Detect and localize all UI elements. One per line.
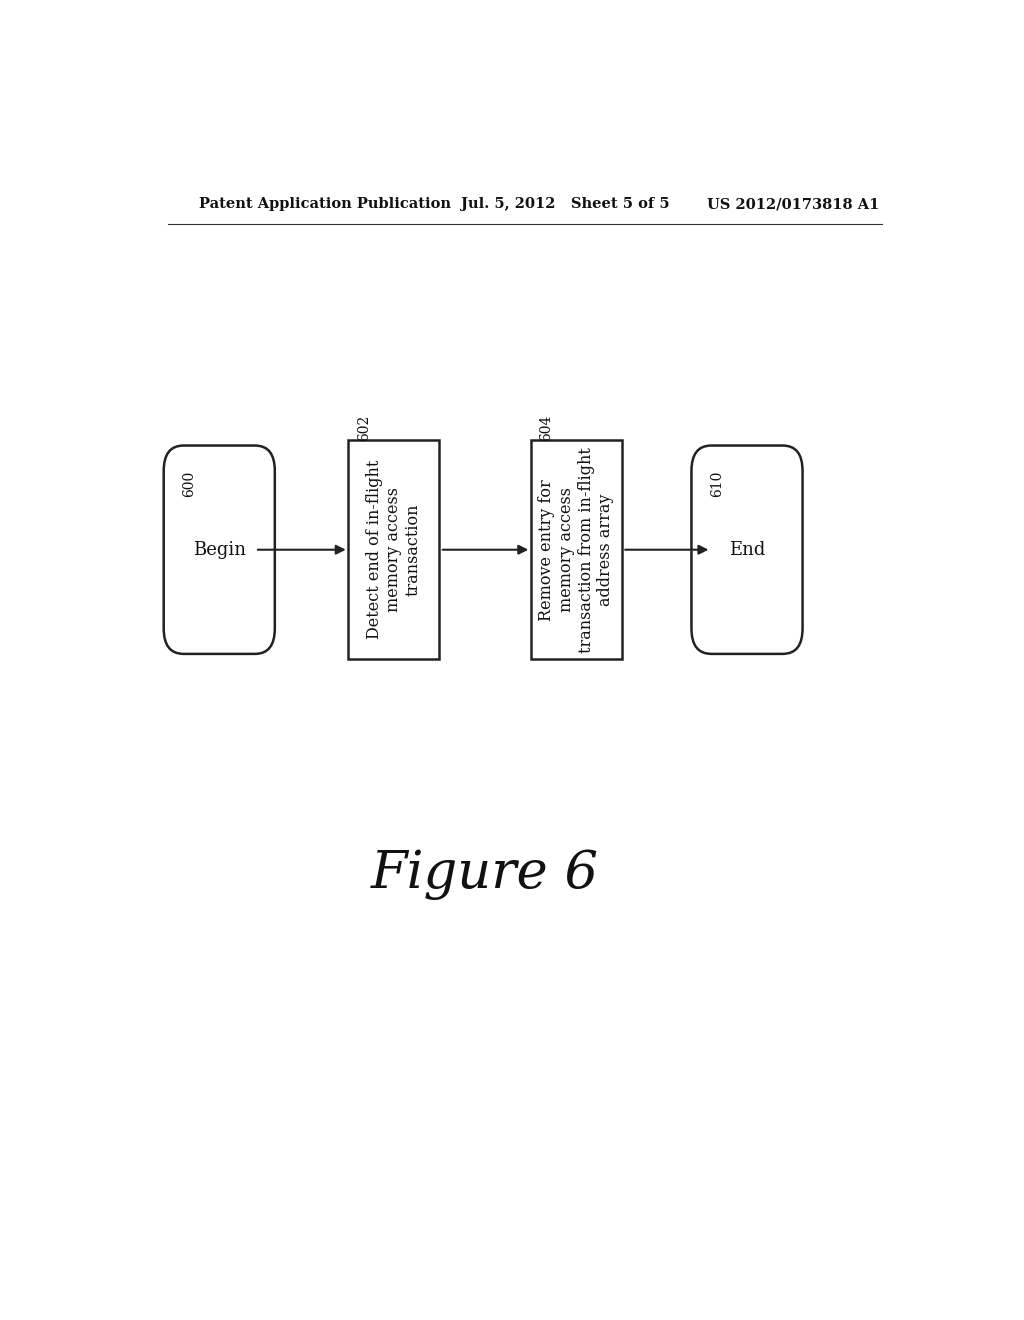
Text: US 2012/0173818 A1: US 2012/0173818 A1: [708, 197, 880, 211]
Bar: [530, 441, 622, 659]
Text: Detect end of in-flight
memory access
transaction: Detect end of in-flight memory access tr…: [366, 461, 422, 639]
Text: Figure 6: Figure 6: [371, 850, 599, 900]
Bar: [348, 441, 439, 659]
Text: 602: 602: [356, 414, 371, 441]
Text: Begin: Begin: [193, 541, 246, 558]
Text: Jul. 5, 2012   Sheet 5 of 5: Jul. 5, 2012 Sheet 5 of 5: [461, 197, 670, 211]
Text: 604: 604: [540, 414, 553, 441]
Text: 600: 600: [182, 470, 197, 496]
Text: 610: 610: [710, 470, 724, 496]
Text: Remove entry for
memory access
transaction from in-flight
address array: Remove entry for memory access transacti…: [539, 446, 614, 652]
Text: End: End: [729, 541, 765, 558]
FancyBboxPatch shape: [691, 446, 803, 653]
Text: Patent Application Publication: Patent Application Publication: [200, 197, 452, 211]
FancyBboxPatch shape: [164, 446, 274, 653]
